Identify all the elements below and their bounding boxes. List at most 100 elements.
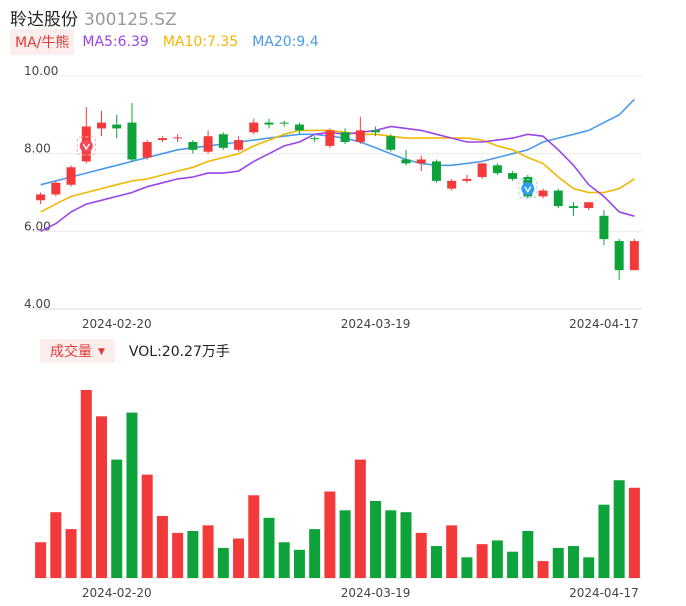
candle xyxy=(249,118,259,135)
candle-body xyxy=(599,215,609,240)
volume-bar xyxy=(385,510,397,578)
candle xyxy=(157,136,167,143)
x-tick-label: 2024-03-19 xyxy=(341,317,411,331)
ma20-label: MA20:9.4 xyxy=(252,34,319,50)
candle-body xyxy=(386,136,396,150)
candle xyxy=(508,171,518,181)
volume-x-tick-label: 2024-02-20 xyxy=(82,586,152,600)
candle-body xyxy=(447,180,457,189)
candle-body xyxy=(157,138,167,141)
candle xyxy=(371,126,381,137)
candle xyxy=(599,209,609,245)
candle xyxy=(584,202,594,210)
ma5-label: MA5:6.39 xyxy=(82,34,149,50)
candle xyxy=(629,239,639,271)
bear-icon[interactable] xyxy=(518,179,538,199)
candle xyxy=(36,192,46,205)
candle xyxy=(538,188,548,199)
candle-body xyxy=(188,142,198,150)
marker-frame xyxy=(518,179,538,199)
candle-body xyxy=(401,159,411,164)
candle-body xyxy=(538,190,548,197)
volume-bar xyxy=(415,532,427,578)
candle-body xyxy=(294,124,304,131)
volume-bar xyxy=(567,546,579,578)
bull-icon[interactable] xyxy=(76,136,96,156)
ma-indicator-selector[interactable]: MA/牛熊 xyxy=(10,29,75,55)
volume-x-tick-label: 2024-04-17 xyxy=(569,586,639,600)
volume-bar xyxy=(126,412,138,578)
volume-bar xyxy=(537,561,549,578)
ma10-label: MA10:7.35 xyxy=(162,34,239,50)
y-tick-label: 10.00 xyxy=(24,64,58,78)
volume-bar xyxy=(233,538,245,578)
candle-body xyxy=(584,202,594,209)
candle-body xyxy=(51,182,61,195)
candle-body xyxy=(355,130,365,143)
volume-x-tick-label: 2024-03-19 xyxy=(341,586,411,600)
y-tick-label: 6.00 xyxy=(24,219,51,233)
marker-glyph xyxy=(524,186,532,194)
stock-title: 聆达股份 300125.SZ xyxy=(10,5,177,30)
candle xyxy=(188,140,198,154)
candle-body xyxy=(492,165,502,174)
candle xyxy=(447,178,457,191)
candle-body xyxy=(127,122,137,160)
volume-bar xyxy=(172,532,184,578)
candle xyxy=(218,132,228,150)
stock-name: 聆达股份 xyxy=(10,10,78,30)
candle xyxy=(142,140,152,160)
candle-body xyxy=(112,124,122,129)
volume-bar xyxy=(156,515,168,578)
candle xyxy=(66,165,76,187)
candle xyxy=(355,116,365,144)
x-tick-label: 2024-04-17 xyxy=(569,317,639,331)
volume-bar xyxy=(111,459,123,578)
volume-bar xyxy=(248,495,260,578)
candle-body xyxy=(249,122,259,133)
candle xyxy=(416,155,426,172)
candle xyxy=(492,163,502,176)
candle xyxy=(401,149,411,166)
volume-bar xyxy=(202,525,214,578)
volume-bar xyxy=(278,542,290,578)
candle-body xyxy=(340,132,350,143)
candle xyxy=(310,136,320,143)
volume-bar xyxy=(430,546,442,578)
candle-body xyxy=(279,122,289,124)
candle xyxy=(234,136,244,152)
candle xyxy=(462,175,472,183)
volume-bar xyxy=(507,551,519,578)
volume-bar xyxy=(324,491,336,578)
ma10-line xyxy=(40,129,635,213)
candle xyxy=(477,163,487,179)
volume-bar xyxy=(65,529,77,578)
candle xyxy=(325,128,335,148)
volume-value: VOL:20.27万手 xyxy=(128,344,230,360)
stock-code: 300125.SZ xyxy=(84,10,177,30)
volume-bar xyxy=(628,487,640,578)
volume-bar xyxy=(598,504,610,578)
volume-indicator-selector[interactable]: 成交量 ▼ xyxy=(40,339,115,363)
volume-bar xyxy=(80,390,92,578)
candle-body xyxy=(508,173,518,179)
volume-bar xyxy=(583,557,595,578)
candle xyxy=(386,134,396,152)
candle-body xyxy=(371,130,381,133)
ma20-line xyxy=(40,98,635,186)
candle xyxy=(203,130,213,154)
candle xyxy=(127,103,137,162)
candle-body xyxy=(36,194,46,201)
volume-bar xyxy=(400,512,412,578)
candle-body xyxy=(462,178,472,181)
candle-body xyxy=(614,241,624,271)
volume-bar xyxy=(263,517,275,578)
volume-bar xyxy=(339,510,351,578)
candle-body xyxy=(234,140,244,150)
marker-frame xyxy=(76,136,96,156)
candle xyxy=(173,134,183,143)
candle-body xyxy=(553,190,563,207)
candle xyxy=(568,202,578,216)
candle-body xyxy=(325,130,335,146)
